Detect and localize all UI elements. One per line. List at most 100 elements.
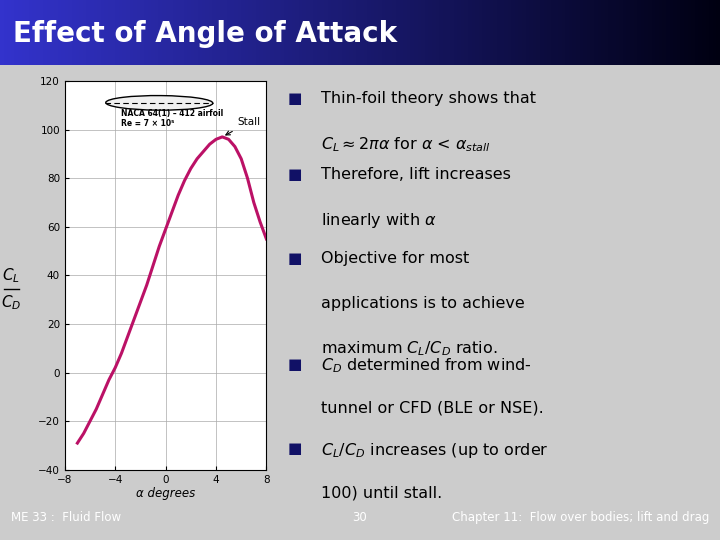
Bar — [500, 0, 504, 65]
Bar — [529, 0, 533, 65]
Text: ■: ■ — [288, 441, 302, 456]
Bar — [587, 0, 590, 65]
Bar — [551, 0, 554, 65]
Bar — [338, 0, 342, 65]
Bar — [486, 0, 490, 65]
Bar — [0, 0, 4, 65]
Bar — [133, 0, 137, 65]
Bar — [540, 0, 544, 65]
Bar — [320, 0, 324, 65]
Text: Re = 7 × 10⁵: Re = 7 × 10⁵ — [122, 119, 175, 128]
Bar — [425, 0, 428, 65]
Bar — [670, 0, 673, 65]
Text: ■: ■ — [288, 167, 302, 182]
Bar — [396, 0, 400, 65]
Bar — [598, 0, 601, 65]
Bar — [126, 0, 130, 65]
Bar — [306, 0, 310, 65]
Bar — [76, 0, 79, 65]
Bar — [313, 0, 317, 65]
Bar — [472, 0, 475, 65]
Bar — [508, 0, 511, 65]
Bar — [371, 0, 374, 65]
Bar — [137, 0, 140, 65]
Bar — [547, 0, 551, 65]
Bar — [220, 0, 223, 65]
Bar — [104, 0, 108, 65]
Bar — [299, 0, 302, 65]
Bar — [576, 0, 580, 65]
Bar — [281, 0, 284, 65]
Bar — [140, 0, 144, 65]
Bar — [130, 0, 133, 65]
Text: Chapter 11:  Flow over bodies; lift and drag: Chapter 11: Flow over bodies; lift and d… — [452, 510, 709, 524]
Bar — [176, 0, 180, 65]
Bar — [162, 0, 166, 65]
Bar — [227, 0, 230, 65]
Text: Thin-foil theory shows that: Thin-foil theory shows that — [321, 91, 536, 106]
Bar — [713, 0, 716, 65]
Bar — [43, 0, 47, 65]
Bar — [353, 0, 356, 65]
Bar — [421, 0, 425, 65]
Bar — [626, 0, 630, 65]
Bar — [11, 0, 14, 65]
Bar — [25, 0, 29, 65]
Bar — [97, 0, 101, 65]
Bar — [641, 0, 644, 65]
Bar — [475, 0, 479, 65]
Bar — [367, 0, 371, 65]
Bar — [18, 0, 22, 65]
Bar — [684, 0, 688, 65]
Bar — [666, 0, 670, 65]
Bar — [432, 0, 436, 65]
Bar — [349, 0, 353, 65]
Bar — [86, 0, 90, 65]
Bar — [590, 0, 594, 65]
Bar — [248, 0, 252, 65]
Bar — [295, 0, 299, 65]
Bar — [364, 0, 367, 65]
Bar — [112, 0, 115, 65]
Bar — [634, 0, 637, 65]
Bar — [166, 0, 169, 65]
Text: applications is to achieve: applications is to achieve — [321, 295, 525, 310]
Bar — [90, 0, 94, 65]
Bar — [706, 0, 709, 65]
Bar — [439, 0, 443, 65]
Bar — [497, 0, 500, 65]
Ellipse shape — [106, 96, 213, 110]
Bar — [328, 0, 331, 65]
Bar — [698, 0, 702, 65]
Bar — [32, 0, 36, 65]
Bar — [72, 0, 76, 65]
Bar — [202, 0, 205, 65]
Bar — [652, 0, 655, 65]
Bar — [65, 0, 68, 65]
Text: maximum $C_L$/$C_D$ ratio.: maximum $C_L$/$C_D$ ratio. — [321, 340, 498, 359]
Bar — [716, 0, 720, 65]
Text: 30: 30 — [353, 510, 367, 524]
Bar — [155, 0, 158, 65]
Bar — [662, 0, 666, 65]
Bar — [317, 0, 320, 65]
Bar — [400, 0, 403, 65]
Bar — [695, 0, 698, 65]
Bar — [234, 0, 238, 65]
Bar — [259, 0, 263, 65]
Bar — [256, 0, 259, 65]
Bar — [533, 0, 536, 65]
Bar — [511, 0, 515, 65]
Bar — [619, 0, 623, 65]
Bar — [324, 0, 328, 65]
Bar — [410, 0, 414, 65]
Bar — [374, 0, 378, 65]
Bar — [378, 0, 382, 65]
Bar — [274, 0, 277, 65]
Bar — [83, 0, 86, 65]
Bar — [414, 0, 418, 65]
Bar — [479, 0, 482, 65]
Bar — [454, 0, 457, 65]
Text: Therefore, lift increases: Therefore, lift increases — [321, 167, 511, 182]
Bar — [101, 0, 104, 65]
